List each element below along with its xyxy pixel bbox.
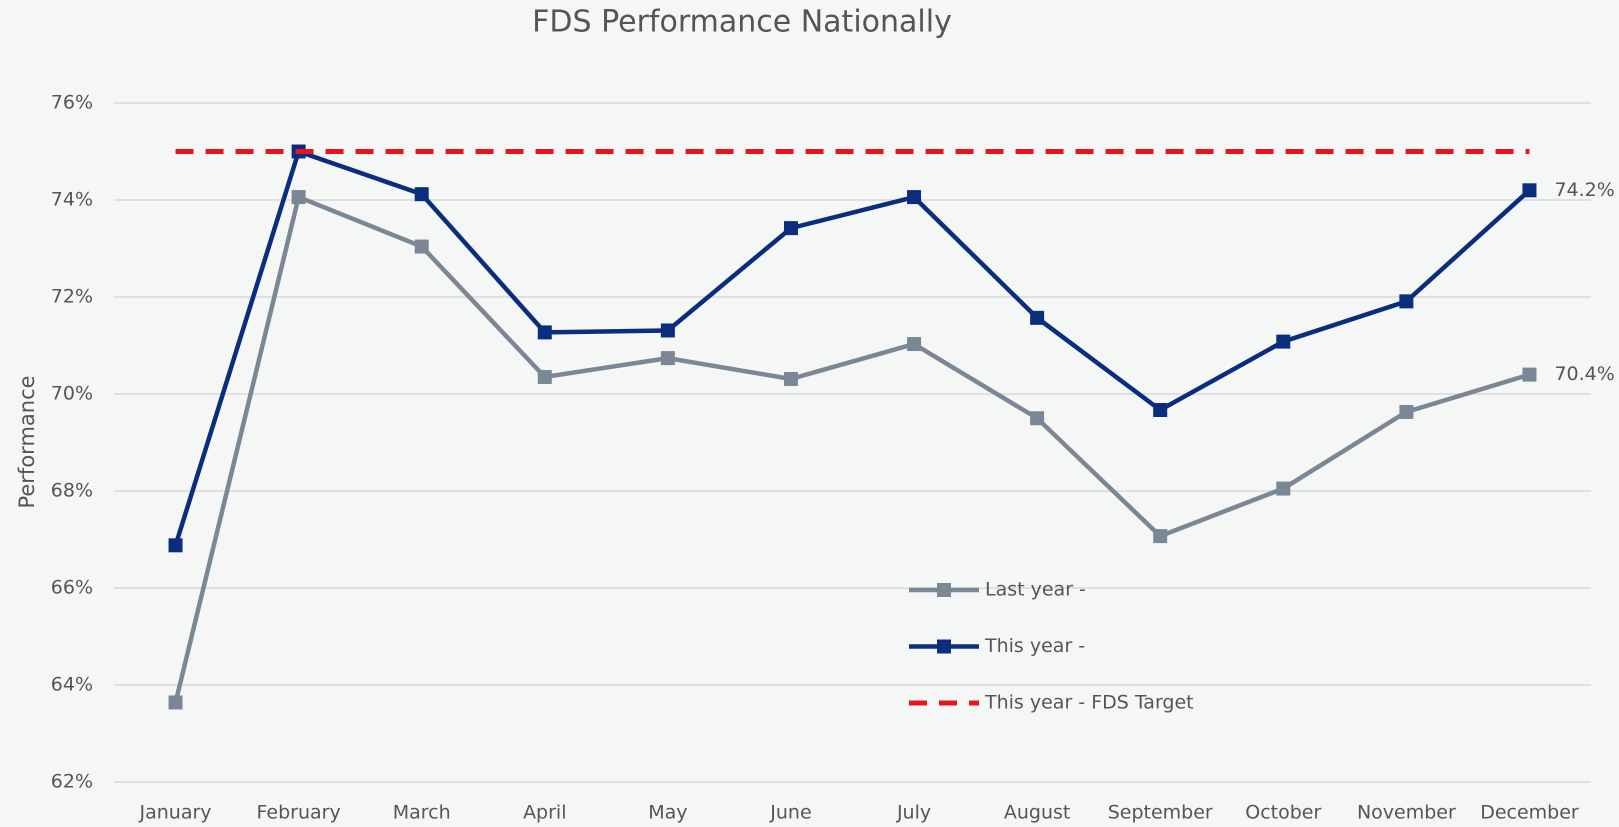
point xyxy=(783,371,798,386)
point xyxy=(414,239,429,254)
series-line xyxy=(173,194,1531,703)
x-tick-label: November xyxy=(1357,802,1456,824)
legend-marker xyxy=(937,639,951,654)
x-tick-label: March xyxy=(393,802,451,824)
point xyxy=(291,190,306,205)
y-tick-label: 64% xyxy=(51,674,93,696)
y-tick-label: 62% xyxy=(51,771,93,793)
y-tick-label: 70% xyxy=(51,383,93,405)
data-label: 74.2% xyxy=(1554,179,1614,201)
point xyxy=(1399,404,1414,419)
point xyxy=(1276,334,1291,349)
y-tick-label: 68% xyxy=(51,480,93,502)
legend-label: Last year - xyxy=(985,579,1086,601)
legend-label: This year - xyxy=(984,635,1085,657)
point xyxy=(168,538,183,553)
x-tick-label: December xyxy=(1480,802,1579,824)
series-line xyxy=(173,148,1531,546)
x-tick-label: September xyxy=(1108,802,1213,824)
y-tick-label: 66% xyxy=(51,577,93,599)
point xyxy=(783,221,798,236)
x-tick-label: August xyxy=(1004,802,1071,824)
chart-title: FDS Performance Nationally xyxy=(532,5,952,40)
point xyxy=(1399,294,1414,309)
legend-marker xyxy=(937,583,951,597)
point xyxy=(1276,481,1291,496)
point xyxy=(907,337,922,352)
x-tick-label: January xyxy=(139,802,212,824)
point xyxy=(660,351,675,366)
point xyxy=(1030,411,1045,426)
x-tick-label: October xyxy=(1245,802,1321,824)
y-tick-label: 74% xyxy=(51,189,93,211)
point xyxy=(168,695,183,710)
y-tick-label: 72% xyxy=(51,286,93,308)
point xyxy=(1153,403,1168,418)
point xyxy=(1153,529,1168,544)
legend-label: This year - FDS Target xyxy=(984,692,1194,714)
point xyxy=(660,323,675,338)
point xyxy=(907,190,922,205)
x-tick-label: June xyxy=(769,802,811,824)
x-tick-label: February xyxy=(257,802,341,824)
y-axis-label: Performance xyxy=(15,375,39,508)
data-label: 70.4% xyxy=(1554,363,1614,385)
x-tick-label: May xyxy=(648,802,687,824)
point xyxy=(1522,367,1537,382)
point xyxy=(1522,183,1537,198)
x-tick-label: April xyxy=(523,802,566,824)
y-tick-label: 76% xyxy=(51,92,93,114)
point xyxy=(537,370,552,385)
point xyxy=(1030,310,1045,325)
x-tick-label: July xyxy=(896,802,931,824)
point xyxy=(414,187,429,202)
point xyxy=(537,325,552,340)
